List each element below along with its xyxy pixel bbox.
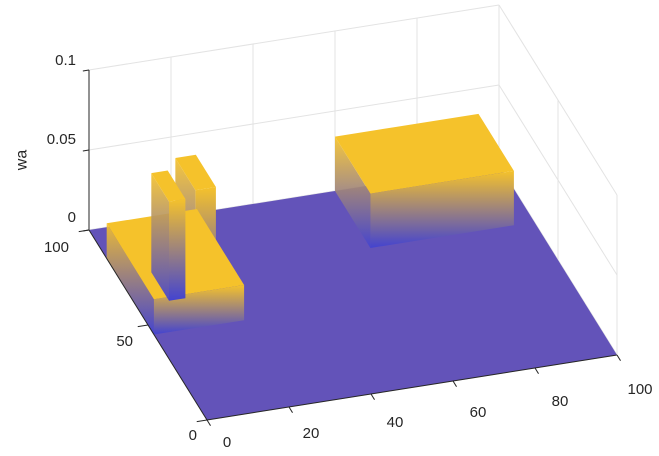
- x-tick-mark: [206, 419, 211, 426]
- z-tick-mark: [82, 229, 90, 232]
- x-tick-label: 100: [627, 381, 652, 398]
- x-tick-mark: [288, 406, 293, 413]
- z-axis-label: wa: [14, 150, 31, 172]
- surface: [89, 113, 617, 420]
- surface-feature-second-peak: [151, 170, 186, 301]
- y-tick-label: 0: [189, 427, 197, 444]
- x-tick-label: 40: [387, 414, 404, 431]
- z-tick-label: 0.05: [47, 131, 76, 148]
- x-tick-mark: [616, 354, 621, 361]
- grid-line: [498, 4, 618, 196]
- x-tick-label: 0: [223, 434, 231, 451]
- z-tick-mark: [82, 69, 90, 72]
- z-tick-mark: [82, 149, 90, 152]
- z-tick-label: 0.1: [55, 52, 76, 69]
- y-tick-label: 50: [116, 333, 133, 350]
- x-tick-mark: [370, 393, 375, 400]
- x-tick-label: 80: [552, 393, 569, 410]
- x-axis-line: [206, 354, 618, 421]
- x-tick-label: 20: [303, 425, 320, 442]
- grid-line: [88, 84, 500, 151]
- y-tick-mark: [137, 324, 149, 328]
- x-tick-label: 60: [470, 404, 487, 421]
- grid-line: [88, 4, 500, 71]
- y-tick-mark: [196, 419, 208, 423]
- surface-feature-back-ridge: [335, 113, 514, 248]
- x-tick-mark: [452, 380, 457, 387]
- axes: [78, 69, 621, 426]
- grid-line: [498, 84, 618, 276]
- y-tick-label: 100: [44, 239, 69, 256]
- x-tick-mark: [534, 367, 539, 374]
- z-tick-label: 0: [68, 209, 76, 226]
